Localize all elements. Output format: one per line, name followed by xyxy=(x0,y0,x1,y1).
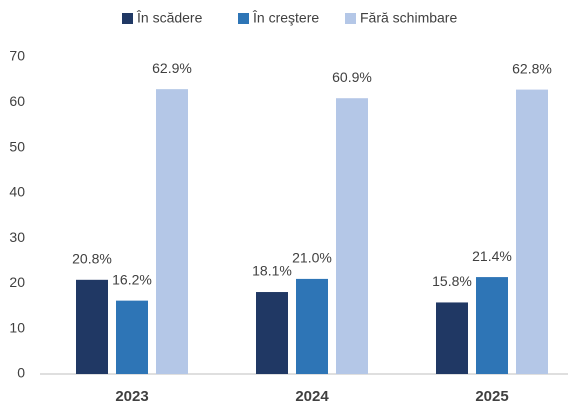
bar xyxy=(336,98,368,375)
y-tick-label: 20 xyxy=(9,274,25,290)
value-label: 21.0% xyxy=(292,250,332,266)
value-label: 62.8% xyxy=(512,60,552,76)
legend-swatch xyxy=(238,13,249,24)
bar xyxy=(156,89,188,374)
bar xyxy=(436,302,468,374)
value-label: 15.8% xyxy=(432,273,472,289)
value-label: 20.8% xyxy=(72,251,112,267)
bar xyxy=(256,292,288,374)
legend-label: În creştere xyxy=(252,10,319,26)
x-tick-label: 2023 xyxy=(115,388,148,405)
y-tick-label: 30 xyxy=(9,229,25,245)
value-label: 62.9% xyxy=(152,60,192,76)
legend-label: În scădere xyxy=(136,10,203,26)
y-tick-label: 0 xyxy=(17,365,25,381)
value-label: 18.1% xyxy=(252,263,292,279)
bar xyxy=(516,89,548,374)
bar xyxy=(116,300,148,374)
y-tick-label: 50 xyxy=(9,138,25,154)
value-label: 60.9% xyxy=(332,69,372,85)
y-tick-label: 10 xyxy=(9,319,25,335)
legend-swatch xyxy=(122,13,133,24)
y-tick-label: 70 xyxy=(9,48,25,64)
value-label: 16.2% xyxy=(112,271,152,287)
x-tick-label: 2024 xyxy=(295,388,329,405)
x-tick-label: 2025 xyxy=(475,388,508,405)
bar xyxy=(476,277,508,374)
bar xyxy=(76,279,108,374)
bar xyxy=(296,278,328,374)
y-tick-label: 60 xyxy=(9,93,25,109)
legend-swatch xyxy=(345,13,356,24)
legend-label: Fără schimbare xyxy=(360,10,457,26)
y-tick-label: 40 xyxy=(9,184,25,200)
value-label: 21.4% xyxy=(472,248,512,264)
